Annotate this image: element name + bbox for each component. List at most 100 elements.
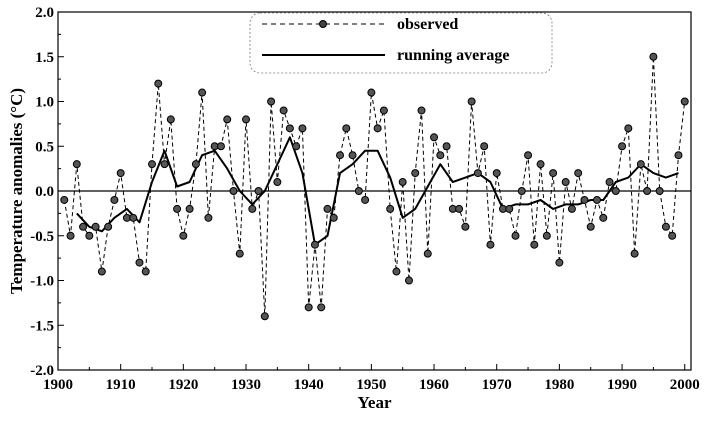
x-tick-label: 1920 [168,377,198,393]
observed-point [72,160,81,169]
observed-point [379,106,388,115]
observed-point [148,160,157,169]
observed-point [655,187,664,195]
observed-point [298,124,307,133]
observed-point [611,187,620,195]
y-tick-label: 2.0 [35,5,54,21]
observed-point [555,258,564,267]
observed-point [455,204,464,213]
running-average-series-line [76,136,679,246]
observed-series-line [63,56,686,317]
observed-point [636,160,645,169]
ticks-layer: 1900 1910 1920 1930 1940 1950 1960 1970 1980 1990… [30,5,699,393]
legend-observed-label: observed [397,16,458,33]
observed-point [480,142,489,151]
observed-point [129,213,138,222]
observed-point [66,231,75,240]
observed-point [680,97,689,106]
observed-point [505,204,514,213]
observed-point [442,142,451,151]
legend-observed-marker [319,20,327,28]
observed-point [367,88,376,97]
observed-point [254,187,263,195]
observed-point [605,178,614,187]
observed-point [235,249,244,258]
observed-point [404,276,413,285]
observed-point [486,240,495,249]
observed-point [386,204,395,213]
observed-point [91,222,100,231]
observed-point [110,195,119,204]
observed-point [248,204,257,213]
observed-point [461,222,470,231]
observed-point [141,267,150,276]
observed-point [135,258,144,267]
y-axis-title: Temperature anomalies (°C) [7,88,26,294]
observed-point [643,187,652,195]
observed-point [104,222,113,231]
observed-point [279,106,288,115]
x-tick-label: 1910 [106,377,136,393]
y-tick-label: -2.0 [30,363,54,379]
observed-point [273,178,282,187]
observed-point [166,115,175,124]
series-layer [60,52,689,321]
x-tick-label: 1980 [544,377,574,393]
observed-point [530,240,539,249]
observed-point [411,169,420,178]
observed-point [524,151,533,160]
observed-point [229,187,238,195]
observed-point [198,88,207,97]
observed-point [649,52,658,61]
y-tick-label: -0.5 [30,229,54,245]
observed-point [260,312,269,321]
observed-point [567,204,576,213]
observed-point [492,169,501,178]
observed-point [398,178,407,187]
observed-point [85,231,94,240]
observed-point [373,124,382,133]
x-tick-label: 1940 [294,377,324,393]
legend: observed running average [249,12,553,74]
observed-point [97,267,106,276]
observed-point [574,169,583,178]
legend-box [249,12,553,74]
observed-point [473,169,482,178]
observed-point [79,222,88,231]
observed-point [417,106,426,115]
observed-point [336,151,345,160]
observed-point [517,187,526,195]
legend-running-average-label: running average [397,47,509,64]
observed-point [60,195,69,204]
observed-point [323,204,332,213]
observed-point [580,195,589,204]
x-tick-label: 1930 [231,377,261,393]
observed-point [310,240,319,249]
x-tick-label: 1950 [356,377,386,393]
x-tick-label: 2000 [670,377,700,393]
x-tick-label: 1960 [419,377,449,393]
x-tick-label: 1990 [607,377,637,393]
observed-point [204,213,213,222]
observed-point [599,213,608,222]
observed-point [154,79,163,88]
observed-point [511,231,520,240]
observed-point [242,115,251,124]
observed-point [392,267,401,276]
observed-point [618,142,627,151]
observed-point [668,231,677,240]
y-tick-label: 0.5 [35,139,54,155]
observed-point [467,97,476,106]
observed-point [329,213,338,222]
observed-point [661,222,670,231]
observed-point [173,204,182,213]
observed-point [592,195,601,204]
x-tick-label: 1970 [482,377,512,393]
observed-point [430,133,439,142]
observed-point [267,97,276,106]
observed-point [292,142,301,151]
y-tick-label: -1.0 [30,274,54,290]
y-tick-label: -1.5 [30,318,54,334]
observed-point [348,151,357,160]
